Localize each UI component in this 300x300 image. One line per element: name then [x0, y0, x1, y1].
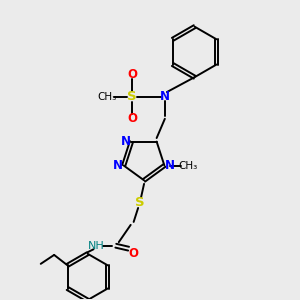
Text: NH: NH	[88, 241, 104, 251]
Text: N: N	[160, 90, 170, 103]
Text: N: N	[113, 159, 123, 172]
Text: N: N	[165, 159, 175, 172]
Text: S: S	[128, 90, 137, 103]
Text: CH₃: CH₃	[97, 92, 116, 101]
Text: O: O	[127, 68, 137, 81]
Text: CH₃: CH₃	[178, 160, 198, 170]
Text: O: O	[129, 247, 139, 260]
Text: S: S	[135, 196, 144, 209]
Text: N: N	[121, 135, 131, 148]
Text: O: O	[127, 112, 137, 125]
